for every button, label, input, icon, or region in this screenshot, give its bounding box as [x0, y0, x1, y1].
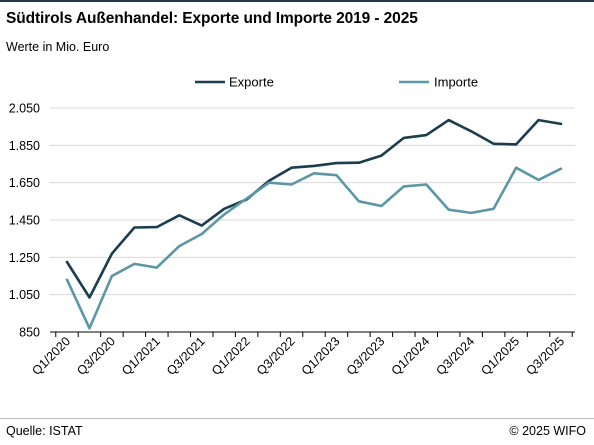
x-tick-label: Q1/2020	[29, 334, 73, 378]
data-series	[65, 118, 563, 330]
legend: Exporte Importe	[195, 75, 478, 90]
y-tick-label: 850	[19, 326, 40, 340]
series-line-exporte	[65, 118, 563, 299]
x-tick-label: Q3/2024	[433, 334, 477, 378]
x-tick-label: Q3/2020	[74, 334, 118, 378]
copyright-note: © 2025 WIFO	[509, 424, 586, 438]
y-tick-label: 1.050	[9, 288, 40, 302]
x-tick-labels: Q1/2020 Q3/2020 Q1/2021 Q3/2021 Q1/2022 Q3/20…	[29, 334, 567, 378]
x-tick-label: Q3/2025	[523, 334, 567, 378]
legend-label-exporte: Exporte	[229, 75, 274, 90]
x-tick-label: Q1/2023	[299, 334, 343, 378]
source-note: Quelle: ISTAT	[6, 424, 83, 438]
footer-rule	[0, 418, 594, 419]
x-tick-label: Q1/2022	[209, 334, 253, 378]
x-tick-label: Q3/2023	[344, 334, 388, 378]
x-tick-label: Q3/2022	[254, 334, 298, 378]
series-line-importe	[65, 166, 563, 330]
y-tick-label: 1.850	[9, 139, 40, 153]
y-tick-label: 1.450	[9, 214, 40, 228]
chart-subtitle: Werte in Mio. Euro	[6, 40, 110, 54]
y-tick-label: 1.250	[9, 251, 40, 265]
x-tick-label: Q1/2024	[389, 334, 433, 378]
legend-label-importe: Importe	[434, 75, 478, 90]
x-tick-label: Q1/2025	[478, 334, 522, 378]
y-tick-label: 2.050	[9, 102, 40, 116]
chart-title: Südtirols Außenhandel: Exporte und Impor…	[6, 10, 418, 27]
x-tick-label: Q3/2021	[164, 334, 208, 378]
y-tick-labels: 2.050 1.850 1.650 1.450 1.250 1.050 850	[9, 102, 40, 340]
x-axis	[50, 331, 575, 337]
x-tick-label: Q1/2021	[119, 334, 163, 378]
top-rule	[0, 0, 594, 2]
y-tick-label: 1.650	[9, 176, 40, 190]
grid-lines	[50, 107, 575, 296]
